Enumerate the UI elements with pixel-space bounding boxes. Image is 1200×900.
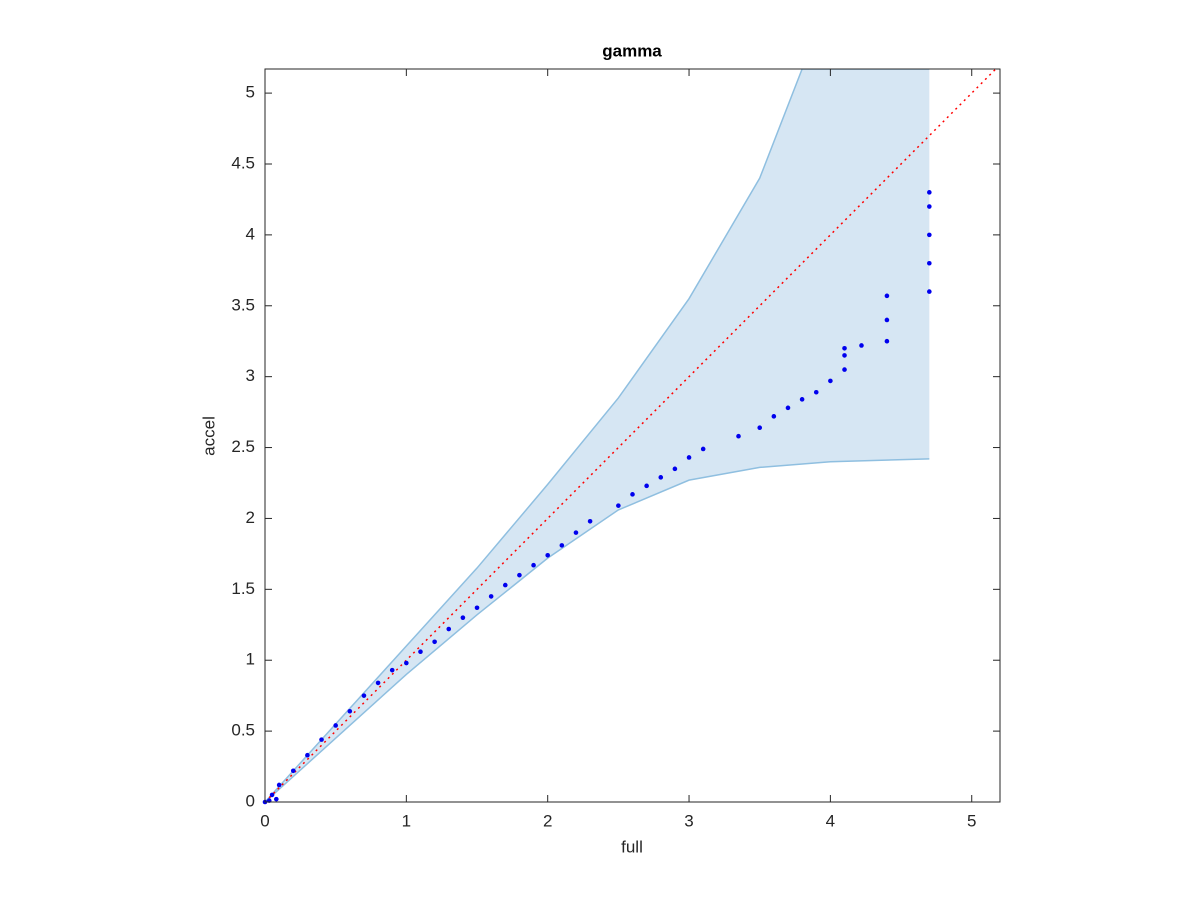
point — [842, 353, 847, 358]
point — [274, 796, 279, 802]
point — [757, 425, 763, 431]
point — [927, 289, 932, 294]
point — [828, 378, 833, 384]
point — [616, 503, 621, 508]
point — [884, 317, 890, 323]
point — [502, 582, 508, 588]
y-tick-label: 1 — [246, 650, 255, 669]
x-tick-label: 1 — [402, 811, 411, 830]
point — [859, 343, 864, 348]
x-tick-label: 2 — [543, 811, 552, 830]
point — [418, 649, 423, 655]
point — [375, 680, 381, 686]
x-tick-label: 3 — [684, 811, 693, 830]
point — [644, 483, 649, 489]
point — [587, 518, 593, 524]
point — [799, 397, 805, 402]
point — [333, 723, 338, 728]
point — [446, 626, 452, 632]
point — [686, 455, 692, 460]
point — [884, 338, 890, 344]
point — [813, 389, 819, 395]
y-tick-label: 1.5 — [231, 579, 255, 598]
x-tick-label: 5 — [967, 811, 976, 830]
band-area — [265, 69, 930, 802]
y-tick-label: 3.5 — [231, 295, 255, 314]
plot-frame — [264, 68, 1001, 803]
y-axis-label: accel — [199, 416, 218, 456]
chart-title: gamma — [602, 41, 662, 60]
point — [927, 204, 932, 209]
point — [269, 792, 275, 798]
y-tick-label: 0 — [246, 791, 255, 810]
point — [305, 752, 310, 758]
x-tick-label: 0 — [260, 811, 269, 830]
point — [785, 405, 791, 411]
point — [319, 737, 324, 742]
point — [389, 667, 395, 673]
point — [460, 615, 466, 620]
band-edge — [265, 69, 930, 802]
point — [672, 466, 678, 472]
point — [474, 605, 480, 611]
reference-line — [264, 68, 997, 803]
point — [573, 530, 579, 535]
point — [559, 543, 565, 548]
point — [771, 414, 777, 419]
point — [347, 708, 353, 714]
point — [927, 260, 932, 266]
y-tick-label: 2.5 — [231, 437, 255, 456]
y-tick-label: 5 — [246, 83, 255, 102]
point — [927, 232, 932, 238]
y-tick-label: 2 — [246, 508, 255, 527]
point — [700, 446, 706, 452]
point — [531, 562, 536, 568]
band-edge — [265, 458, 930, 802]
point — [884, 293, 890, 299]
y-tick-label: 3 — [246, 366, 255, 385]
x-tick-label: 4 — [826, 811, 835, 830]
point — [488, 594, 494, 599]
y-tick-label: 0.5 — [231, 721, 255, 740]
point — [517, 572, 522, 578]
y-tick-label: 4 — [246, 224, 255, 243]
y-tick-label: 4.5 — [231, 153, 255, 172]
point — [432, 639, 437, 645]
point — [927, 190, 932, 195]
point — [630, 492, 635, 497]
point — [842, 367, 847, 372]
point — [842, 346, 847, 351]
point — [290, 768, 296, 774]
point — [545, 553, 550, 558]
point — [658, 475, 664, 480]
point — [361, 693, 367, 698]
point — [404, 660, 409, 666]
point — [276, 782, 282, 788]
x-axis-label: full — [621, 837, 643, 856]
point — [736, 433, 741, 439]
